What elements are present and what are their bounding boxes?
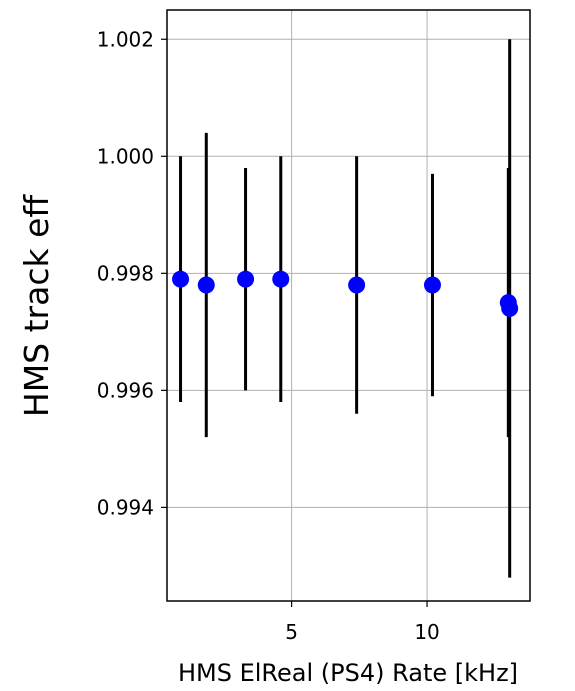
axis-ticks: [161, 38, 428, 607]
y-axis-label: HMS track eff: [17, 194, 56, 417]
y-tick-label: 1.002: [97, 27, 154, 51]
y-tick-label: 0.996: [97, 378, 154, 402]
data-point: [423, 276, 441, 294]
data-point: [501, 299, 519, 317]
plot-background: [167, 10, 530, 601]
grid: [167, 10, 530, 601]
y-tick-label: 0.994: [97, 495, 154, 519]
x-tick-labels: 5 10: [285, 620, 440, 644]
data-point: [172, 270, 190, 288]
x-axis-label: HMS ElReal (PS4) Rate [kHz]: [178, 659, 518, 687]
data-points: [172, 270, 519, 317]
data-point: [348, 276, 366, 294]
y-tick-label: 0.998: [97, 261, 154, 285]
data-point: [272, 270, 290, 288]
x-tick-label: 10: [414, 620, 439, 644]
data-point: [197, 276, 215, 294]
plot-frame: [166, 9, 531, 602]
x-tick-label: 5: [285, 620, 298, 644]
y-tick-label: 1.000: [97, 144, 154, 168]
y-tick-labels: 0.994 0.996 0.998 1.000 1.002: [97, 27, 154, 519]
data-point: [237, 270, 255, 288]
